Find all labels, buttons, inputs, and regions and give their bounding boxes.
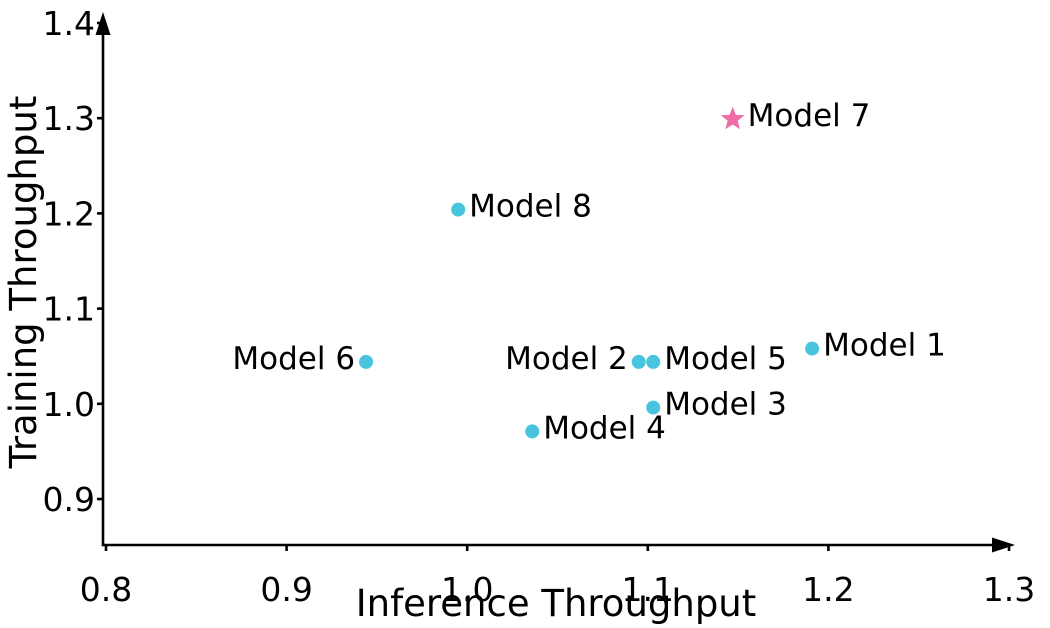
- y-tick-label-1.4: 1.4: [43, 4, 95, 43]
- data-point-model-4: [525, 424, 540, 439]
- y-tick-label-1.1: 1.1: [43, 290, 95, 329]
- point-label-model-5: Model 5: [664, 341, 787, 377]
- point-label-model-8: Model 8: [469, 189, 592, 225]
- x-tick-label-1.3: 1.3: [983, 570, 1035, 609]
- x-axis-arrowhead-icon: [992, 537, 1015, 553]
- point-label-model-3: Model 3: [664, 387, 787, 423]
- x-tick-label-1.0: 1.0: [441, 570, 493, 609]
- point-label-model-4: Model 4: [543, 410, 666, 446]
- x-tick-label-0.9: 0.9: [260, 570, 312, 609]
- point-label-model-6: Model 6: [232, 341, 355, 377]
- data-point-model-8: [451, 202, 466, 217]
- point-label-model-1: Model 1: [823, 328, 946, 364]
- y-axis-label: Training Throughput: [2, 96, 45, 470]
- x-axis-label: Inference Throughput: [356, 582, 757, 625]
- data-point-star-model-7: [720, 106, 745, 130]
- point-label-model-7: Model 7: [748, 98, 871, 134]
- x-tick-label-1.1: 1.1: [622, 570, 674, 609]
- data-point-model-1: [805, 341, 820, 356]
- x-tick-label-0.8: 0.8: [80, 570, 132, 609]
- data-point-model-6: [359, 354, 374, 369]
- data-point-model-3: [646, 400, 661, 415]
- data-point-model-2: [631, 354, 646, 369]
- y-tick-label-1.2: 1.2: [43, 194, 95, 233]
- y-tick-label-1.3: 1.3: [43, 99, 95, 138]
- data-point-model-5: [646, 354, 661, 369]
- y-tick-label-0.9: 0.9: [43, 480, 95, 519]
- y-tick-label-1.0: 1.0: [43, 385, 95, 424]
- point-label-model-2: Model 2: [505, 341, 628, 377]
- x-tick-label-1.2: 1.2: [802, 570, 854, 609]
